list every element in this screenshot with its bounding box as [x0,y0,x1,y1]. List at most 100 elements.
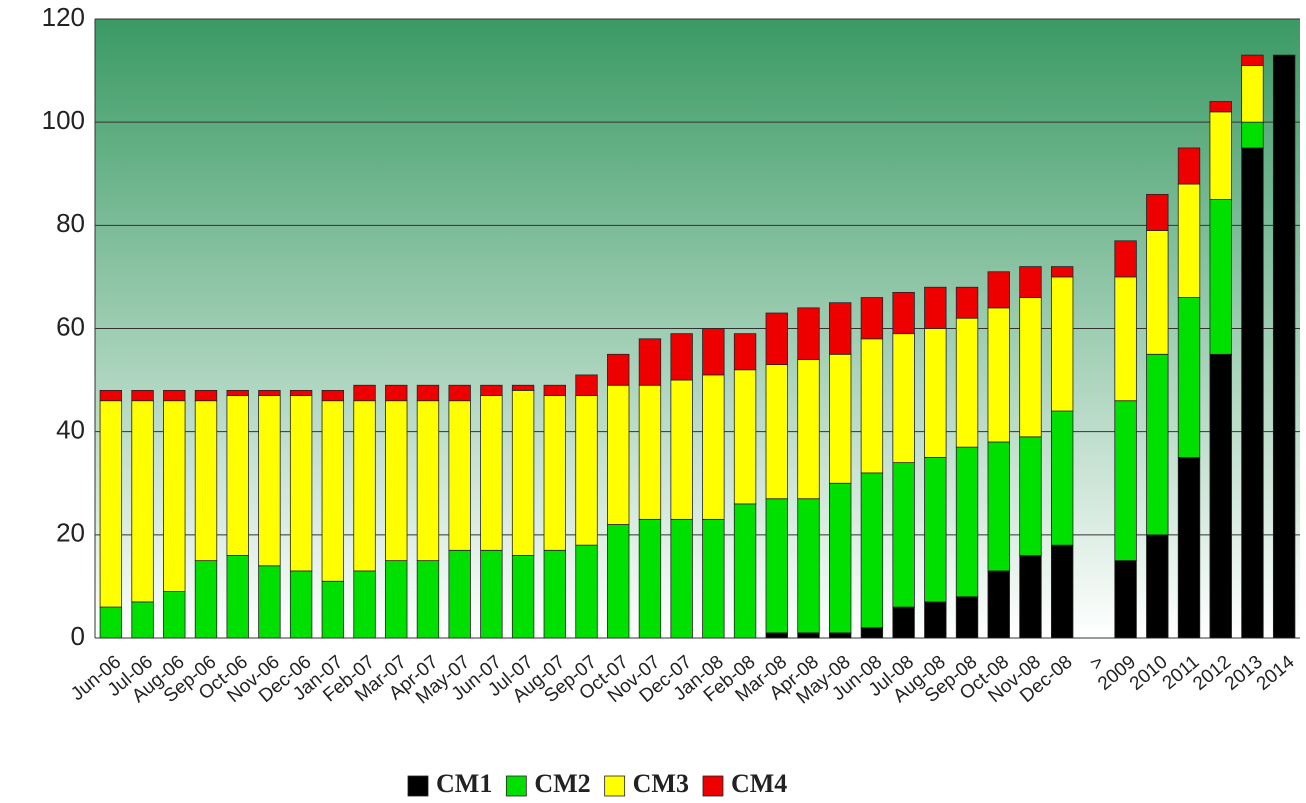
y-tick-label: 20 [56,518,85,548]
bar-segment [797,498,820,634]
bar-segment [99,400,123,608]
legend-label: CM2 [534,769,590,798]
bar-segment [1019,555,1042,639]
bar-segment [860,472,884,629]
bar-segment [955,317,979,448]
bar-segment [1114,276,1137,402]
bar-segment [1209,101,1232,113]
bar-segment [194,560,218,639]
bar-segment [733,369,757,505]
bar-segment [226,389,249,396]
bar-segment [1146,230,1169,355]
bar-segment [99,606,123,639]
bar-segment [924,286,947,329]
bar-segment [829,482,852,634]
bar-segment [321,389,345,402]
bar-segment [1177,147,1201,185]
legend-swatch [604,775,626,797]
bar-segment [1019,297,1042,438]
bar-segment [448,384,471,402]
bar-segment [353,384,376,402]
bar-segment [607,353,630,386]
bar-segment [765,498,788,634]
bar-segment [638,338,662,386]
bar-segment [321,400,345,582]
bar-segment [385,400,408,562]
bar-segment [1146,353,1169,536]
bar-segment [892,606,915,639]
legend-swatch [407,775,429,797]
bar-segment [987,307,1010,443]
bar-segment [289,395,313,572]
y-tick-label: 60 [56,311,85,341]
y-tick-label: 100 [42,105,85,135]
bar-segment [829,302,852,355]
bar-segment [829,353,852,484]
bar-segment [1177,457,1201,639]
bar-segment [987,570,1010,639]
bar-segment [1019,436,1042,556]
bar-segment [289,389,313,396]
bar-segment [797,307,820,360]
bar-segment [924,601,947,639]
bar-segment [416,560,440,639]
bar-segment [99,389,123,402]
bar-segment [448,549,471,639]
bar-segment [131,400,154,603]
bar-segment [955,286,979,319]
bar-segment [511,389,535,556]
bar-segment [670,333,693,381]
legend-swatch [505,775,527,797]
bar-segment [480,395,503,551]
bar-segment [955,596,979,639]
bar-segment [733,333,757,371]
bar-segment [924,457,947,603]
bar-segment [385,384,408,402]
bar-segment [575,374,598,396]
bar-segment [258,389,281,396]
bar-segment [353,570,376,639]
bar-segment [543,384,566,396]
bar-segment [1272,54,1296,639]
bar-segment [163,400,186,592]
legend-label: CM1 [436,769,492,798]
bar-segment [702,374,725,520]
bar-segment [702,518,725,639]
bar-segment [321,580,345,639]
bar-segment [226,555,249,639]
bar-segment [1050,410,1074,546]
y-tick-label: 40 [56,415,85,445]
bar-segment [607,524,630,639]
bar-segment [543,395,566,551]
bar-segment [765,312,788,366]
bar-segment [1114,240,1137,278]
bar-segment [987,271,1010,309]
bar-segment [226,395,249,556]
bar-segment [289,570,313,639]
bar-segment [1114,400,1137,562]
bar-segment [1209,199,1232,355]
bar-segment [1177,297,1201,458]
bar-segment [797,359,820,500]
bar-segment [797,632,820,639]
bar-segment [385,560,408,639]
bar-segment [511,555,535,639]
bar-segment [163,389,186,402]
bar-segment [1241,121,1264,149]
bar-segment [258,565,281,639]
bar-segment [480,549,503,639]
bar-segment [860,297,884,340]
bar-segment [194,389,218,402]
y-tick-label: 120 [42,2,85,32]
bar-segment [131,601,154,639]
y-tick-label: 80 [56,208,85,238]
bar-segment [353,400,376,572]
bar-segment [1177,183,1201,298]
bar-segment [1209,353,1232,639]
legend-label: CM4 [731,769,787,798]
bar-segment [163,591,186,639]
legend-label: CM3 [633,769,689,798]
bar-segment [1209,111,1232,200]
bar-segment [448,400,471,551]
bar-segment [829,632,852,639]
